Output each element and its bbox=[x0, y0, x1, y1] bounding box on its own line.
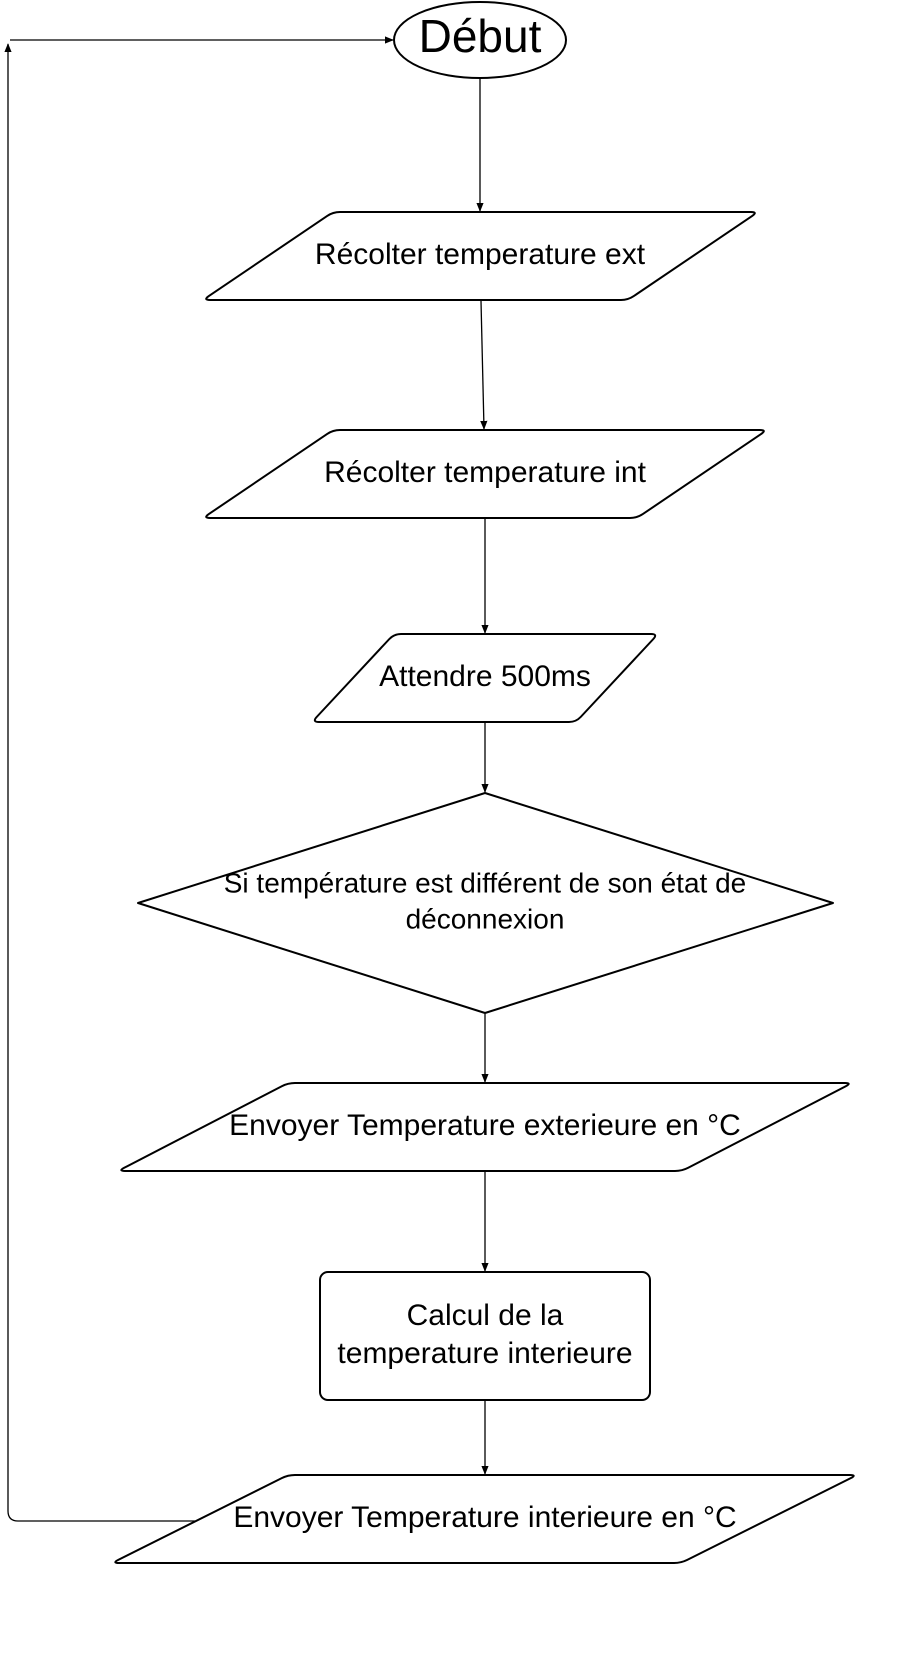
node-send-int-shape bbox=[114, 1474, 855, 1564]
edge-read-ext-to-read-int bbox=[480, 300, 488, 430]
node-decision-shape bbox=[137, 792, 834, 1014]
node-start-label: Début bbox=[419, 10, 542, 62]
nodes-layer: Début Récolter temperature ext Récolter te… bbox=[114, 1, 855, 1564]
node-compute-shape bbox=[319, 1271, 651, 1401]
node-compute-label-line-2: temperature interieure bbox=[337, 1337, 632, 1370]
node-read-ext: Récolter temperature ext bbox=[205, 211, 756, 301]
node-decision: Si température est différent de son état… bbox=[137, 792, 834, 1014]
edges-layer bbox=[4, 36, 489, 1522]
node-send-int-label: Envoyer Temperature interieure en °C bbox=[233, 1501, 736, 1534]
node-compute-label-line-1: Calcul de la bbox=[407, 1299, 564, 1332]
node-decision-label-line-1: Si température est différent de son état… bbox=[224, 867, 746, 898]
edge-send-int-to-start-return bbox=[4, 43, 195, 1522]
node-read-ext-label: Récolter temperature ext bbox=[315, 238, 646, 271]
node-start: Début bbox=[393, 1, 567, 79]
node-wait-label: Attendre 500ms bbox=[379, 660, 591, 693]
node-start-shape bbox=[393, 1, 567, 79]
node-read-int: Récolter temperature int bbox=[205, 429, 765, 519]
node-send-ext: Envoyer Temperature exterieure en °C bbox=[120, 1082, 850, 1172]
node-send-int: Envoyer Temperature interieure en °C bbox=[114, 1474, 855, 1564]
node-decision-label-line-2: déconnexion bbox=[406, 903, 565, 934]
node-wait-shape bbox=[313, 633, 657, 723]
node-send-ext-label: Envoyer Temperature exterieure en °C bbox=[229, 1109, 741, 1142]
node-read-ext-shape bbox=[205, 211, 756, 301]
node-compute: Calcul de la temperature interieure bbox=[319, 1271, 651, 1401]
node-wait: Attendre 500ms bbox=[313, 633, 657, 723]
node-read-int-label: Récolter temperature int bbox=[324, 456, 646, 489]
node-read-int-shape bbox=[205, 429, 765, 519]
node-send-ext-shape bbox=[120, 1082, 850, 1172]
